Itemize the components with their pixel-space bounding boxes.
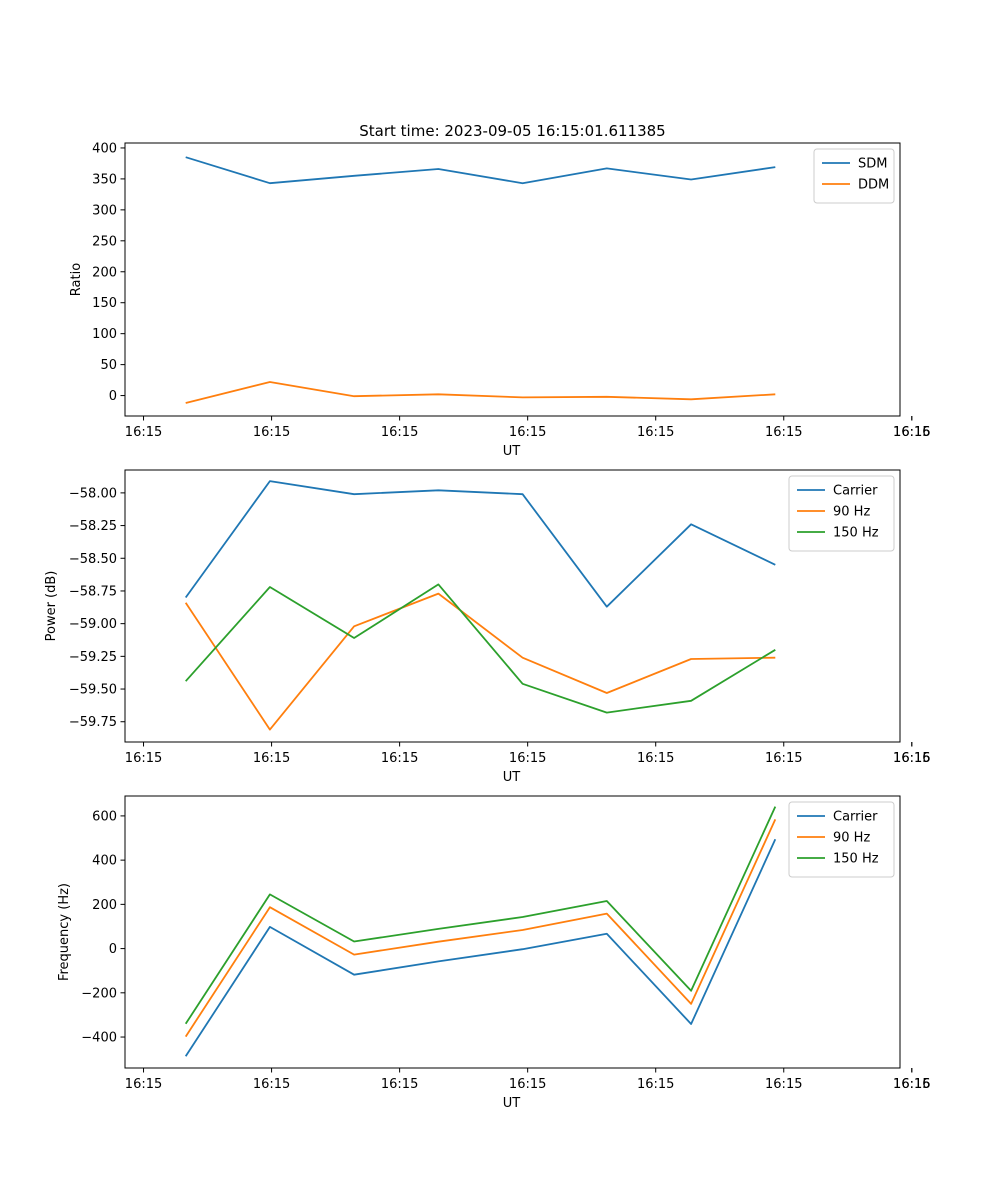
series-line-carrier xyxy=(184,480,776,608)
x-tick-label: 16:15 xyxy=(509,1077,546,1092)
figure-title: Start time: 2023-09-05 16:15:01.611385 xyxy=(359,122,665,140)
y-tick-label: 100 xyxy=(92,327,117,342)
y-tick-label: 300 xyxy=(92,203,117,218)
x-axis-label: UT xyxy=(503,770,521,785)
x-tick-label: 16:15 xyxy=(253,751,290,766)
plot-frame xyxy=(124,795,901,1069)
series-line-ddm xyxy=(185,381,776,404)
y-tick-label: 150 xyxy=(92,296,117,311)
legend: Carrier 90 Hz 150 Hz xyxy=(788,801,895,878)
series-line-150-hz xyxy=(184,806,777,1025)
x-axis-label: UT xyxy=(503,444,521,459)
y-tick-label: 600 xyxy=(92,809,117,824)
y-tick-label: 0 xyxy=(109,389,117,404)
y-tick-label: −58.25 xyxy=(69,519,117,534)
x-tick-label: 16:16 xyxy=(893,751,930,766)
series-line-carrier xyxy=(184,838,777,1057)
x-tick-label: 16:16 xyxy=(893,1077,930,1092)
legend: Carrier 90 Hz 150 Hz xyxy=(788,475,895,552)
y-tick-label: −59.25 xyxy=(69,650,117,665)
y-tick-label: −200 xyxy=(81,986,117,1001)
y-tick-label: 400 xyxy=(92,854,117,869)
x-tick-label: 16:15 xyxy=(765,1077,802,1092)
legend-label: 90 Hz xyxy=(833,505,870,520)
series-line-150-hz xyxy=(185,583,776,714)
y-tick-label: 200 xyxy=(92,265,117,280)
y-tick-label: −59.50 xyxy=(69,683,117,698)
x-tick-label: 16:15 xyxy=(893,425,930,440)
x-tick-label: 16:15 xyxy=(253,1077,290,1092)
legend-label: Carrier xyxy=(833,484,878,499)
y-tick-label: −58.75 xyxy=(69,584,117,599)
x-tick-label: 16:15 xyxy=(381,751,418,766)
x-tick-label: 16:15 xyxy=(125,1077,162,1092)
legend-label: SDM xyxy=(858,157,887,172)
x-axis-label: UT xyxy=(503,1096,521,1111)
series-line-90-hz xyxy=(184,592,776,731)
x-tick-label: 16:15 xyxy=(253,425,290,440)
x-tick-label: 16:15 xyxy=(893,1077,930,1092)
legend: SDM DDM xyxy=(813,148,895,204)
x-tick-label: 16:15 xyxy=(637,751,674,766)
y-tick-label: −59.75 xyxy=(69,715,117,730)
x-tick-label: 16:15 xyxy=(637,425,674,440)
y-tick-label: −400 xyxy=(81,1031,117,1046)
x-tick-label: 16:15 xyxy=(509,751,546,766)
x-tick-label: 16:15 xyxy=(765,425,802,440)
x-tick-label: 16:15 xyxy=(637,1077,674,1092)
x-tick-label: 16:15 xyxy=(381,425,418,440)
y-tick-label: 50 xyxy=(100,358,117,373)
series-line-90-hz xyxy=(184,819,777,1038)
y-tick-label: 250 xyxy=(92,234,117,249)
y-tick-label: 0 xyxy=(109,942,117,957)
y-axis-label: Power (dB) xyxy=(44,571,59,642)
x-tick-label: 16:15 xyxy=(893,751,930,766)
x-tick-label: 16:15 xyxy=(125,425,162,440)
y-axis-label: Ratio xyxy=(69,263,84,296)
axes-power: −59.75 −59.50 −59.25 −59.00 −58.75 −58.50 −58.… xyxy=(44,469,931,785)
y-axis-label: Frequency (Hz) xyxy=(57,883,72,981)
x-tick-label: 16:15 xyxy=(509,425,546,440)
plot-frame xyxy=(124,142,901,417)
legend-label: 150 Hz xyxy=(833,852,879,867)
legend-label: 150 Hz xyxy=(833,526,879,541)
y-tick-label: −58.50 xyxy=(69,552,117,567)
x-tick-label: 16:15 xyxy=(125,751,162,766)
y-tick-label: −58.00 xyxy=(69,486,117,501)
x-tick-label: 16:16 xyxy=(893,425,930,440)
series-line-sdm xyxy=(185,156,776,185)
y-tick-label: −59.00 xyxy=(69,617,117,632)
y-tick-label: 400 xyxy=(92,141,117,156)
y-tick-label: 350 xyxy=(92,172,117,187)
legend-label: Carrier xyxy=(833,810,878,825)
y-tick-label: 200 xyxy=(92,898,117,913)
plot-frame xyxy=(124,469,901,743)
legend-label: 90 Hz xyxy=(833,831,870,846)
legend-label: DDM xyxy=(858,178,889,193)
x-tick-label: 16:15 xyxy=(381,1077,418,1092)
x-tick-label: 16:15 xyxy=(765,751,802,766)
